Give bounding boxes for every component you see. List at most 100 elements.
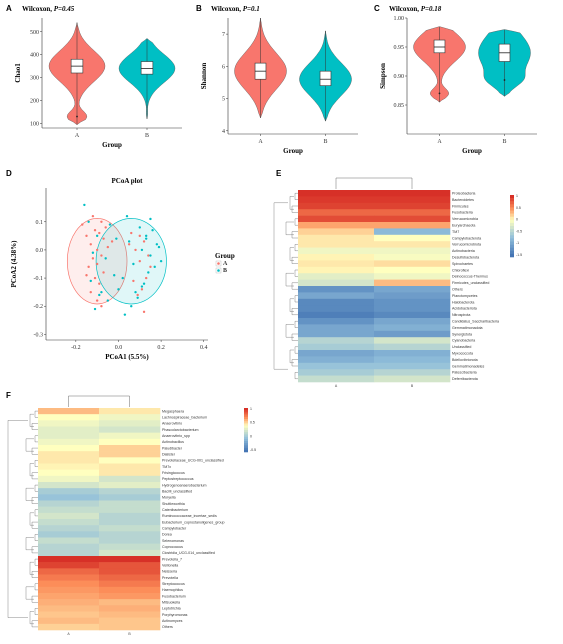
colorbar-segment [244, 414, 248, 418]
panel-d: D PCoA plot -0.2 0.0 0.2 0.4 -0.3 -0.2 -0.1 0.0 0… [6, 169, 235, 361]
point-A [102, 237, 105, 240]
heat-cell [38, 556, 100, 563]
x-tick-label: -0.2 [71, 345, 81, 351]
x-tick-label: 0.0 [115, 345, 123, 351]
box-B [319, 70, 332, 86]
heat-cell [99, 426, 161, 433]
point-A [102, 271, 105, 274]
row-label: Dorea [162, 533, 172, 537]
heat-cell [298, 209, 375, 216]
heat-cell [298, 286, 375, 293]
row-label: Firmicutes [452, 204, 469, 208]
heat-cell [38, 451, 100, 458]
column-label: A [335, 384, 338, 388]
point-A [87, 265, 90, 269]
point-A [144, 276, 148, 280]
heat-cell [374, 228, 451, 236]
point-B [91, 251, 95, 254]
heat-cell [374, 362, 451, 370]
heat-cell [99, 494, 161, 501]
heat-cell [99, 568, 161, 575]
y-tick-label: 0.90 [394, 74, 405, 80]
heat-cell [99, 408, 161, 415]
heat-cell [99, 617, 161, 625]
column-dendrogram [68, 395, 130, 407]
row-label: TM7 [452, 230, 459, 234]
colorbar-segment [244, 438, 248, 442]
y-axis-title: Shannon [200, 63, 208, 90]
box-A [433, 39, 446, 54]
panel-b: B Wilcoxon, P=0.1 4 5 6 7 A B Group Shannon [196, 4, 358, 155]
colorbar-segment [510, 229, 514, 233]
row-label: Lachnospiraceae_bacterium [162, 415, 207, 419]
colorbar-segment [510, 204, 514, 208]
point-A [138, 234, 141, 238]
point-B [127, 240, 131, 243]
colorbar-segment [244, 410, 248, 413]
row-label: Others [452, 287, 463, 291]
row-label: Peptostreptococcus [162, 477, 194, 481]
colorbar-segment [510, 250, 514, 255]
colorbar-tick: 1 [250, 407, 252, 411]
row-label: Megasphaera [162, 409, 184, 413]
heat-cell [38, 482, 100, 489]
colorbar-segment [510, 253, 514, 258]
heat-cell [38, 445, 100, 452]
colorbar-segment [510, 235, 514, 239]
row-label: Moryella [162, 496, 176, 500]
row-label: Streptococcus [162, 582, 185, 586]
heat-cell [374, 260, 451, 268]
heat-cell [298, 292, 375, 300]
colorbar-tick: -1.5 [516, 253, 522, 257]
row-label: Proteobacteria [452, 191, 475, 195]
row-label: Acidobacteriota [452, 307, 477, 311]
outlier-point [503, 79, 506, 81]
x-axis-title: PCoA1 (5.5%) [105, 353, 149, 361]
y-tick-label: 0.85 [394, 103, 405, 109]
colorbar-tick: 0.5 [250, 421, 255, 425]
heat-cell [38, 549, 100, 557]
point-A [140, 288, 144, 291]
colorbar-tick: -0.5 [516, 229, 522, 233]
row-label: Deinococcus-Thermus [452, 275, 488, 279]
colorbar-segment [510, 195, 514, 199]
heat-cell [99, 469, 161, 477]
heat-cell [298, 330, 375, 338]
chart-title: PCoA plot [112, 177, 144, 185]
outlier-point [438, 92, 441, 95]
heat-cell [374, 215, 451, 223]
x-tick-label: A [437, 139, 442, 145]
point-B [132, 262, 135, 266]
colorbar-segment [510, 216, 514, 221]
heat-cell [99, 463, 161, 470]
colorbar-segment [244, 416, 248, 420]
colorbar-tick: -1 [516, 241, 519, 245]
heat-cell [38, 593, 100, 600]
row-label: Phascolarctobacterium [162, 428, 199, 432]
point-A [142, 240, 146, 243]
row-label: Bacteroidetes [452, 198, 474, 202]
heat-cell [99, 593, 161, 600]
y-tick-label: -0.3 [34, 332, 44, 338]
heat-cell [38, 463, 100, 470]
panel-d-label: D [6, 169, 12, 178]
row-label: Prevotella_7 [162, 557, 182, 561]
row-label: Myxococcota [452, 351, 473, 355]
heat-cell [99, 457, 161, 464]
row-label: Ruminococcaceae_incertae_sedis [162, 514, 217, 518]
row-label: Paludibacter [162, 446, 183, 450]
row-label: Unclassified [452, 345, 471, 349]
row-label: Candidatus_Saccharibacteria [452, 319, 499, 323]
row-label: Veillonella [162, 563, 178, 567]
heat-cell [298, 369, 375, 376]
heat-cell [99, 574, 161, 581]
point-A [106, 245, 110, 249]
heat-cell [99, 562, 161, 569]
y-tick-label: 1.00 [394, 16, 405, 22]
heat-cell [38, 611, 100, 618]
row-label: Neisseria [162, 570, 177, 574]
panel-f: F Megasphaera Lachnospiraceae_bacterium An… [6, 391, 256, 636]
heat-cell [99, 475, 161, 483]
heat-cell [374, 330, 451, 338]
